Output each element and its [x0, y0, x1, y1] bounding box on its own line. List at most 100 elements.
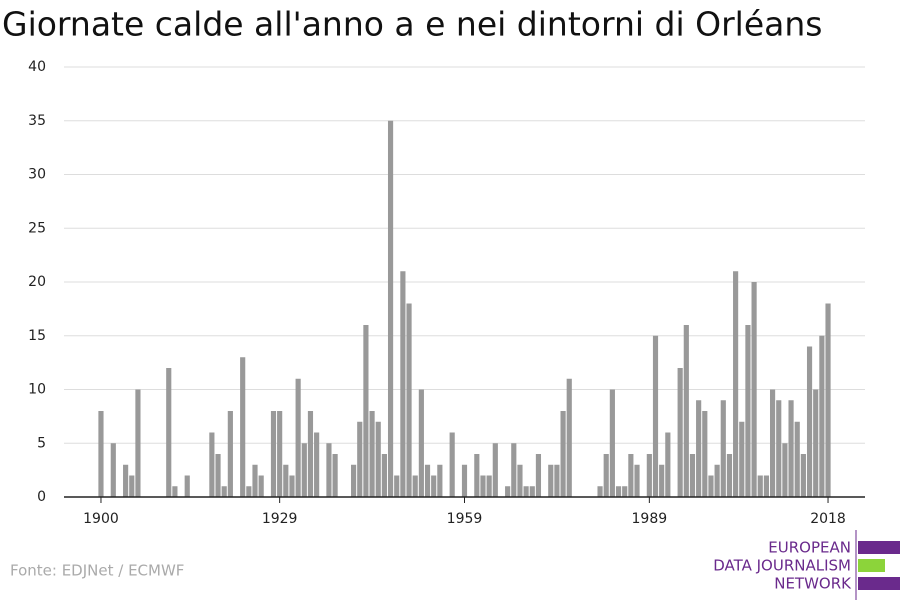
bar — [800, 454, 806, 497]
bar — [258, 475, 264, 497]
bar — [221, 486, 227, 497]
bar — [449, 432, 455, 497]
bar — [394, 475, 400, 497]
bar — [702, 411, 708, 497]
bar — [98, 411, 104, 497]
bar — [172, 486, 178, 497]
bar — [123, 464, 129, 497]
bar — [733, 271, 739, 497]
bar — [726, 454, 733, 497]
bar — [689, 454, 696, 497]
bar — [560, 411, 566, 497]
bar — [314, 432, 320, 497]
x-tick-label: 1929 — [262, 511, 298, 527]
bar — [246, 486, 252, 497]
logo-bar — [858, 541, 900, 554]
bar — [424, 464, 431, 497]
bar — [813, 389, 819, 497]
bar — [431, 475, 437, 497]
bar — [683, 325, 689, 497]
logo-bar — [858, 577, 900, 590]
bar — [511, 443, 517, 497]
bar — [418, 389, 424, 497]
bar — [665, 432, 671, 497]
y-tick-label: 10 — [28, 382, 46, 398]
bar — [566, 378, 572, 497]
logo-text: EUROPEAN — [768, 539, 851, 557]
y-tick-label: 5 — [37, 435, 46, 451]
bar — [270, 411, 277, 497]
bar — [609, 389, 615, 497]
bar — [301, 443, 307, 497]
y-tick-label: 0 — [37, 489, 46, 505]
bar — [277, 411, 283, 497]
y-tick-label: 35 — [28, 113, 46, 129]
bar — [776, 400, 782, 497]
bar — [381, 454, 387, 497]
y-tick-label: 20 — [28, 274, 46, 290]
bar — [283, 464, 289, 497]
bar — [227, 411, 233, 497]
x-tick-label: 2018 — [810, 511, 846, 527]
bar — [548, 464, 554, 497]
bar — [461, 464, 468, 497]
bar — [295, 378, 301, 497]
bar — [474, 454, 480, 497]
x-tick-label: 1959 — [447, 511, 483, 527]
bar — [240, 357, 246, 497]
bar — [622, 486, 628, 497]
y-tick-label: 25 — [28, 220, 46, 236]
logo-text: DATA JOURNALISM — [713, 557, 851, 575]
bar — [652, 335, 659, 497]
bar — [505, 486, 511, 497]
bar — [135, 389, 141, 497]
bar — [794, 421, 800, 497]
bar — [486, 475, 492, 497]
bar — [769, 389, 776, 497]
bar — [825, 303, 831, 497]
bar — [129, 475, 135, 497]
bar — [110, 443, 116, 497]
bar — [375, 421, 381, 497]
source: Fonte: EDJNet / ECMWF — [10, 562, 184, 580]
bar — [603, 454, 609, 497]
bar — [646, 454, 652, 497]
bar — [523, 486, 529, 497]
bar — [406, 303, 412, 497]
bar — [714, 464, 720, 497]
bar — [307, 411, 314, 497]
bar — [708, 475, 714, 497]
bar — [492, 443, 498, 497]
bar — [696, 400, 702, 497]
bar — [289, 475, 295, 497]
bar — [351, 464, 357, 497]
bar — [634, 464, 640, 497]
bar — [615, 486, 622, 497]
bar — [751, 282, 757, 497]
bar — [412, 475, 418, 497]
y-tick-label: 30 — [28, 167, 46, 183]
bar — [554, 464, 560, 497]
bar — [720, 400, 726, 497]
bar — [363, 325, 369, 497]
bar — [400, 271, 406, 497]
bar — [628, 454, 634, 497]
bar — [166, 368, 172, 497]
bar — [739, 421, 745, 497]
x-tick-label: 1989 — [632, 511, 668, 527]
bar — [326, 443, 332, 497]
bar — [215, 454, 221, 497]
bar — [184, 475, 190, 497]
bar — [677, 368, 683, 497]
bar — [480, 475, 486, 497]
bar — [745, 325, 751, 497]
bar — [209, 432, 215, 497]
bar — [763, 475, 769, 497]
bar — [529, 486, 535, 497]
bar — [806, 346, 813, 497]
bar — [659, 464, 665, 497]
bar — [252, 464, 258, 497]
y-tick-label: 40 — [28, 59, 46, 75]
bar — [535, 454, 542, 497]
